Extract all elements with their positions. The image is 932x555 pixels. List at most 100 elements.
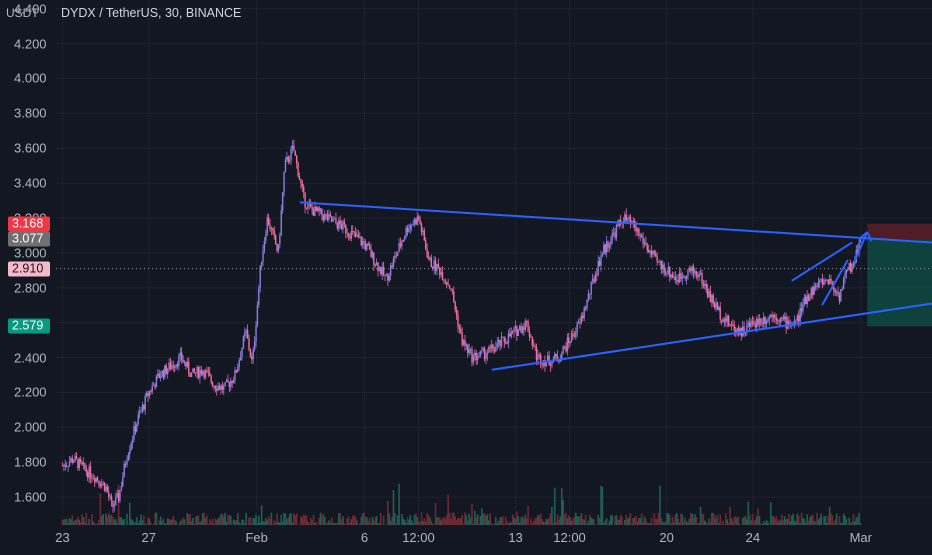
candle-body <box>147 393 148 396</box>
volume-bar <box>412 523 414 525</box>
candle-body <box>321 208 322 215</box>
volume-bar <box>719 514 721 525</box>
candle-body <box>181 353 182 360</box>
volume-bar <box>639 518 641 525</box>
volume-bar <box>362 513 364 525</box>
candle-body <box>683 277 684 278</box>
volume-bar <box>97 523 99 525</box>
candle-body <box>783 318 784 320</box>
candle-body <box>83 463 84 464</box>
volume-bar <box>453 513 455 525</box>
volume-bar <box>853 514 855 525</box>
volume-bar <box>194 524 196 525</box>
volume-bar <box>323 514 325 525</box>
candle-body <box>375 265 376 266</box>
volume-bar <box>680 514 682 525</box>
volume-bar <box>309 524 311 525</box>
x-tick-label: Mar <box>850 530 872 545</box>
candle-body <box>123 464 124 477</box>
volume-bar <box>142 520 144 525</box>
candle-body <box>159 374 160 378</box>
volume-bar <box>459 518 461 525</box>
volume-bar <box>544 522 546 525</box>
candle-body <box>318 207 319 211</box>
volume-bar <box>429 517 431 525</box>
volume-bar <box>836 514 838 525</box>
candle-body <box>288 157 289 162</box>
volume-bar <box>548 517 550 525</box>
candle-body <box>823 280 824 284</box>
x-tick-label: 12:00 <box>553 530 586 545</box>
y-tick-label: 1.800 <box>14 455 47 470</box>
candle-body <box>377 262 378 271</box>
volume-bar <box>624 520 626 525</box>
volume-bar <box>311 520 313 525</box>
volume-bar <box>530 519 532 525</box>
candle-body <box>125 464 126 465</box>
volume-bar <box>675 514 677 525</box>
candle-body <box>264 241 265 250</box>
take-profit-zone <box>867 239 932 326</box>
candle-body <box>330 214 331 216</box>
volume-bar <box>708 519 710 525</box>
volume-bar <box>324 517 326 525</box>
volume-bar <box>509 521 511 525</box>
candle-body <box>459 327 460 329</box>
candle-body <box>356 235 357 237</box>
volume-bar <box>839 516 841 525</box>
x-tick-label: Feb <box>245 530 267 545</box>
volume-bar <box>201 521 203 525</box>
volume-bar <box>94 523 96 525</box>
volume-bar <box>733 517 735 525</box>
candle-body <box>777 320 778 321</box>
candle-body <box>274 230 275 235</box>
candle-body <box>404 237 405 240</box>
volume-bar <box>100 493 102 525</box>
volume-bar <box>659 486 661 525</box>
volume-bar <box>539 515 541 525</box>
volume-bar <box>325 523 327 525</box>
volume-bar <box>62 519 64 525</box>
candle-body <box>182 360 183 362</box>
volume-bar <box>446 515 448 525</box>
candle-body <box>435 260 436 271</box>
volume-bar <box>670 524 672 525</box>
volume-bar <box>834 520 836 525</box>
volume-bar <box>590 518 592 525</box>
volume-bar <box>480 516 482 525</box>
candle-body <box>276 244 277 251</box>
volume-bar <box>432 523 434 525</box>
candle-body <box>80 459 81 462</box>
volume-bar <box>541 519 543 525</box>
volume-bar <box>812 515 814 525</box>
candle-body <box>175 364 176 367</box>
candle-body <box>839 295 840 301</box>
candle-body <box>195 372 196 373</box>
candle-body <box>285 160 286 173</box>
candle-body <box>651 251 652 255</box>
candle-body <box>732 324 733 325</box>
volume-bar <box>95 524 97 525</box>
volume-bar <box>663 522 665 525</box>
volume-bar <box>669 515 671 525</box>
candle-body <box>694 271 695 273</box>
volume-bar <box>804 519 806 525</box>
volume-bar <box>600 486 602 525</box>
candle-body <box>69 462 70 466</box>
volume-bar <box>81 514 83 525</box>
volume-bar <box>252 518 254 525</box>
symbol-title[interactable]: DYDX / TetherUS, 30, BINANCE <box>61 6 241 20</box>
volume-bar <box>791 516 793 525</box>
volume-bar <box>756 516 758 525</box>
candle-body <box>603 245 604 255</box>
candle-body <box>265 234 266 240</box>
volume-bar <box>306 516 308 525</box>
candle-body <box>74 456 75 461</box>
trendline-layer[interactable] <box>56 202 932 369</box>
volume-bar <box>344 524 346 525</box>
candle-body <box>633 221 634 222</box>
candle-body <box>180 353 181 356</box>
candle-body <box>359 237 360 238</box>
